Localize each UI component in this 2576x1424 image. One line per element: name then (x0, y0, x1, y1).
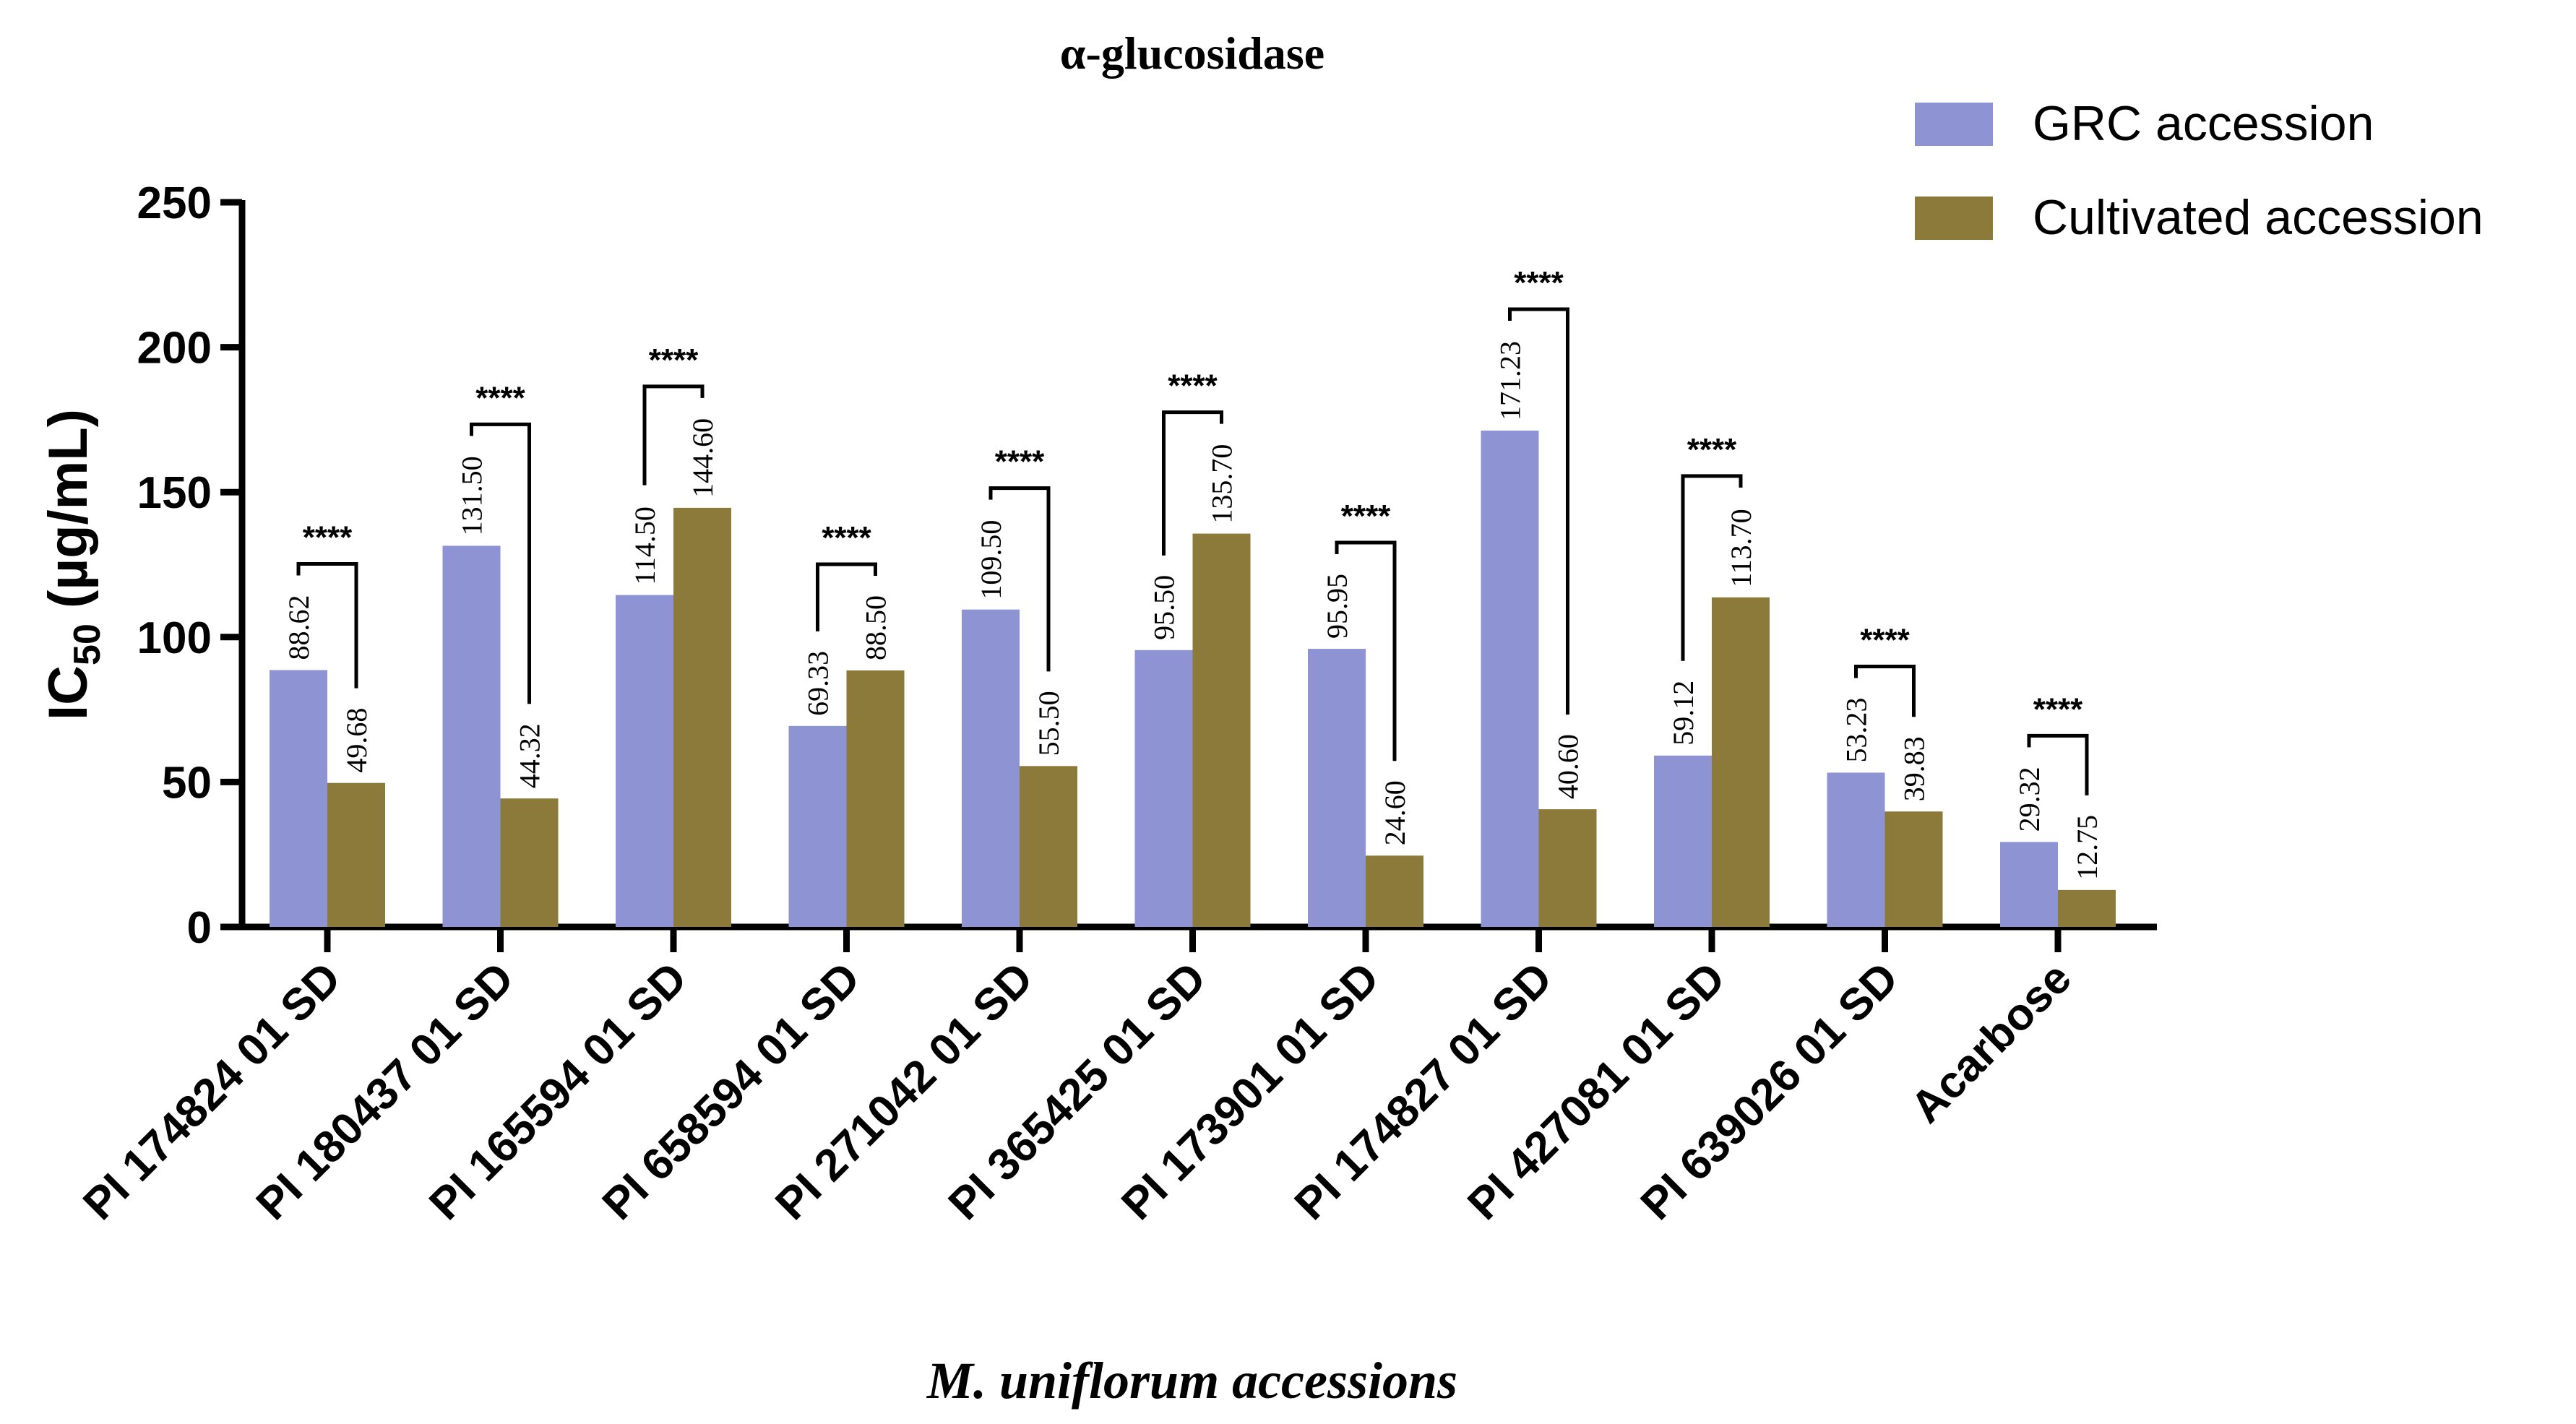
chart-title: α-glucosidase (1060, 27, 1324, 79)
bar-cultivated (673, 507, 731, 927)
significance-brackets: **** **** **** **** **** **** **** **** **** ****… (296, 265, 2089, 795)
data-label-cultivated: 12.75 (2071, 815, 2103, 880)
significance-marker: **** (475, 380, 525, 415)
significance-bracket (1854, 664, 1916, 717)
data-label-grc: 171.23 (1494, 341, 1527, 420)
data-label-cultivated: 113.70 (1725, 509, 1757, 587)
significance-bracket (1681, 474, 1743, 661)
significance-bracket (988, 486, 1051, 672)
significance-marker: **** (1168, 368, 1218, 404)
data-label-cultivated: 49.68 (340, 708, 373, 773)
bar-grc (962, 609, 1020, 927)
y-tick-label: 100 (137, 613, 212, 663)
significance-marker: **** (1341, 499, 1391, 534)
bar-cultivated (846, 670, 905, 927)
significance-bracket (470, 422, 531, 704)
data-label-cultivated: 135.70 (1206, 444, 1239, 524)
bar-cultivated (2058, 889, 2116, 927)
data-label-grc: 88.62 (283, 595, 315, 660)
bar-grc (1481, 431, 1539, 927)
data-label-cultivated: 24.60 (1379, 780, 1411, 845)
bar-grc (270, 670, 327, 927)
legend: GRC accession Cultivated accession (1915, 96, 2484, 245)
bar-cultivated (1192, 533, 1251, 927)
data-label-grc: 53.23 (1840, 697, 1873, 762)
significance-marker: **** (1687, 432, 1737, 467)
y-tick-label: 150 (137, 468, 212, 518)
y-axis-label-subscript: 50 (66, 623, 108, 665)
bar-grc (1654, 755, 1712, 927)
legend-label: GRC accession (2033, 96, 2374, 151)
data-label-grc: 95.95 (1321, 574, 1353, 639)
data-label-grc: 95.50 (1148, 575, 1181, 640)
significance-bracket (642, 384, 705, 486)
significance-bracket (1335, 540, 1397, 761)
y-tick-label: 200 (137, 324, 212, 374)
data-label-grc: 131.50 (456, 456, 488, 535)
significance-bracket (1508, 307, 1569, 715)
significance-marker: **** (822, 520, 871, 556)
data-label-cultivated: 44.32 (514, 723, 546, 788)
bar-grc (2000, 842, 2058, 927)
y-axis-label-main: IC (38, 665, 99, 720)
significance-bracket (296, 561, 358, 689)
y-tick-label: 0 (187, 903, 212, 953)
significance-marker: **** (1860, 622, 1910, 657)
significance-marker: **** (303, 519, 353, 555)
bar-cultivated (1020, 766, 1077, 927)
data-label-grc: 114.50 (629, 506, 661, 585)
legend-label: Cultivated accession (2033, 190, 2484, 245)
data-label-cultivated: 39.83 (1898, 736, 1931, 801)
legend-swatch (1915, 197, 1993, 240)
bar-cultivated (1712, 597, 1770, 927)
y-tick-label: 250 (137, 178, 212, 228)
y-axis-label-unit: (µg/mL) (38, 409, 99, 623)
data-labels: 88.62 49.68 131.50 44.32 114.50 144.60 69.33 88… (283, 341, 2103, 880)
data-label-grc: 69.33 (802, 651, 835, 716)
bar-cultivated (327, 782, 385, 927)
significance-bracket (2027, 733, 2089, 795)
significance-marker: **** (2033, 691, 2083, 727)
x-tick-label: Acarbose (1901, 953, 2081, 1133)
bar-grc (788, 725, 847, 927)
significance-marker: **** (995, 444, 1045, 480)
significance-marker: **** (1514, 265, 1564, 301)
data-label-grc: 59.12 (1667, 681, 1700, 746)
x-axis-label: M. uniflorum accessions (926, 1352, 1457, 1410)
bar-grc (616, 595, 673, 927)
bar-grc (1134, 650, 1193, 927)
data-label-cultivated: 88.50 (860, 595, 892, 660)
legend-swatch (1915, 103, 1993, 146)
data-label-cultivated: 40.60 (1552, 734, 1585, 799)
significance-bracket (816, 562, 877, 631)
bar-cultivated (1366, 855, 1423, 927)
data-label-grc: 29.32 (2013, 767, 2046, 832)
bar-grc (1308, 649, 1366, 927)
data-label-grc: 109.50 (975, 520, 1007, 600)
bar-cultivated (1538, 809, 1597, 927)
data-label-cultivated: 144.60 (686, 418, 719, 498)
data-label-cultivated: 55.50 (1033, 691, 1065, 756)
bar-grc (442, 545, 501, 927)
significance-bracket (1162, 410, 1223, 556)
bar-grc (1827, 772, 1885, 927)
significance-marker: **** (649, 342, 699, 378)
y-tick-label: 50 (162, 758, 212, 808)
bars (270, 431, 2116, 927)
y-axis-label: IC50 (µg/mL) (38, 409, 108, 720)
bar-cultivated (500, 798, 559, 927)
bar-cultivated (1884, 811, 1943, 927)
